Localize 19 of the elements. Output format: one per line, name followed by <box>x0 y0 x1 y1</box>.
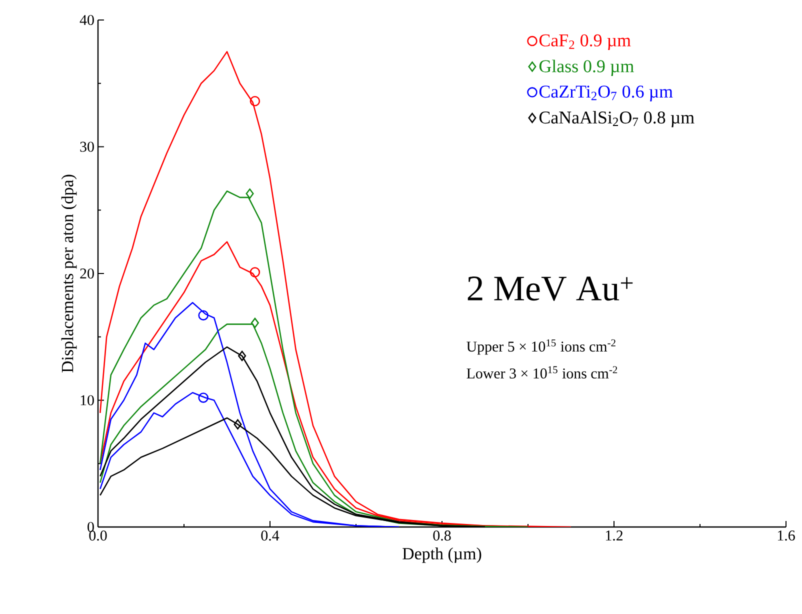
annotation: 2 MeV Au$^{+}$ <box>468 276 633 301</box>
y-tick-label: 0 <box>88 522 94 532</box>
legend-label: CaF$_{2}$ 0.9 µm <box>539 34 631 50</box>
y-tick-label: 40 <box>80 14 94 26</box>
legend-label: CaNaAlSi$_{2}$O$_{7}$ 0.8 µm <box>539 110 694 128</box>
annotation: Lower 3 × 10$^{15}$ ions cm$^{-2}$ <box>466 366 618 378</box>
x-tick-label: 0.0 <box>89 530 107 541</box>
y-tick-label: 30 <box>80 142 94 152</box>
legend-label: Glass 0.9 µm <box>539 60 634 76</box>
legend-label: CaZrTi$_{2}$O$_{7}$ 0.6 µm <box>539 86 673 102</box>
x-tick-label: 1.6 <box>778 530 795 541</box>
x-tick-label: 0.8 <box>433 530 451 541</box>
annotation: Upper 5 × 10$^{15}$ ions cm$^{-2}$ <box>466 339 616 355</box>
x-axis-title: Depth (µm) <box>402 548 482 563</box>
x-tick-label: 0.4 <box>261 530 280 541</box>
x-tick-label: 1.2 <box>606 530 623 541</box>
y-axis-title: Displacements per aton (dpa) <box>61 174 77 372</box>
y-tick-label: 20 <box>80 268 94 279</box>
y-tick-label: 10 <box>80 395 94 406</box>
